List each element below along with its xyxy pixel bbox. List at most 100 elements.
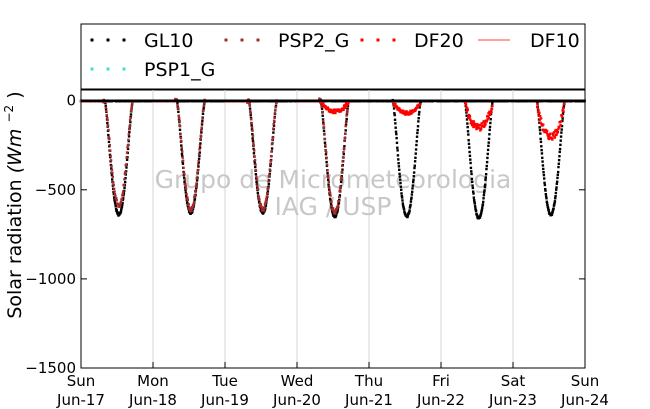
point-gl10 <box>556 173 560 177</box>
point-psp2-g <box>323 137 327 141</box>
point-psp2-g <box>251 134 255 137</box>
point-psp2-g <box>125 163 128 166</box>
point-gl10 <box>322 121 325 125</box>
point-gl10 <box>255 177 258 180</box>
point-psp2-g <box>324 149 327 153</box>
point-df20 <box>476 125 480 128</box>
point-df20 <box>332 111 335 115</box>
point-psp2-g <box>257 194 260 198</box>
point-gl10 <box>336 210 339 214</box>
point-df20 <box>484 122 487 126</box>
point-gl10 <box>411 187 414 190</box>
point-gl10 <box>123 186 126 190</box>
point-gl10 <box>113 200 117 203</box>
point-df20 <box>561 115 564 118</box>
point-gl10 <box>393 118 397 121</box>
point-df20 <box>345 104 348 107</box>
point-psp2-g <box>123 172 127 175</box>
point-gl10 <box>480 211 483 214</box>
point-gl10 <box>193 198 196 202</box>
y-axis-label-exponent: −2 <box>2 105 16 123</box>
legend-marker <box>122 38 126 42</box>
point-gl10 <box>411 190 414 193</box>
point-psp2-g <box>127 138 130 142</box>
point-gl10 <box>551 209 555 212</box>
point-psp2-g <box>265 191 269 195</box>
point-gl10 <box>395 141 399 145</box>
point-psp2-g <box>264 200 268 203</box>
point-gl10 <box>409 204 412 208</box>
point-df20 <box>464 101 467 104</box>
point-gl10 <box>478 216 482 219</box>
legend-item-gl10: GL10 <box>90 30 194 52</box>
point-gl10 <box>332 214 336 217</box>
point-gl10 <box>557 165 560 169</box>
y-tick-label: −1000 <box>25 270 76 288</box>
point-df20 <box>486 118 489 121</box>
point-gl10 <box>540 152 544 155</box>
point-gl10 <box>198 154 201 158</box>
point-df20 <box>477 126 481 130</box>
point-psp2-g <box>182 171 186 175</box>
legend-label: GL10 <box>144 30 194 52</box>
point-gl10 <box>484 178 487 181</box>
point-gl10 <box>197 161 200 164</box>
point-psp2-g <box>203 101 206 104</box>
point-gl10 <box>545 197 548 200</box>
point-psp2-g <box>263 203 267 206</box>
point-gl10 <box>180 144 183 147</box>
point-gl10 <box>199 142 202 145</box>
point-df20 <box>329 110 332 114</box>
point-gl10 <box>104 108 108 111</box>
point-gl10 <box>489 121 492 125</box>
point-psp2-g <box>328 189 331 192</box>
point-df20 <box>539 117 543 120</box>
point-gl10 <box>106 121 109 125</box>
point-psp2-g <box>196 171 199 175</box>
point-gl10 <box>557 162 560 165</box>
point-gl10 <box>546 203 549 207</box>
point-psp2-g <box>270 150 273 153</box>
point-psp2-g <box>179 136 183 140</box>
point-psp2-g <box>332 210 336 213</box>
point-psp2-g <box>250 121 253 125</box>
x-tick-label-day: Sun <box>571 372 600 390</box>
point-psp2-g <box>198 148 201 151</box>
point-gl10 <box>401 199 404 202</box>
point-psp2-g <box>200 121 204 125</box>
point-psp2-g <box>345 111 349 114</box>
point-psp2-g <box>180 146 183 150</box>
point-gl10 <box>329 203 333 206</box>
point-gl10 <box>464 108 468 112</box>
point-psp2-g <box>186 196 189 199</box>
point-gl10 <box>486 152 489 156</box>
point-psp2-g <box>268 168 271 171</box>
x-axis: SunJun-17MonJun-18TueJun-19WedJun-20ThuJ… <box>56 362 609 409</box>
point-gl10 <box>401 202 405 205</box>
point-df20 <box>489 109 493 113</box>
point-gl10 <box>255 180 258 184</box>
x-tick-label-day: Fri <box>432 372 450 390</box>
point-df20 <box>486 114 490 118</box>
point-psp2-g <box>118 205 121 208</box>
point-gl10 <box>554 191 558 195</box>
x-tick-label-date: Jun-17 <box>56 391 105 409</box>
point-psp2-g <box>107 136 111 139</box>
point-df20 <box>537 114 541 118</box>
point-gl10 <box>418 106 421 109</box>
legend-label: PSP2_G <box>278 30 349 52</box>
point-df20 <box>488 113 492 116</box>
point-psp2-g <box>334 209 337 213</box>
point-gl10 <box>544 195 548 198</box>
legend-marker <box>90 67 94 71</box>
point-psp2-g <box>343 136 347 140</box>
point-df20 <box>472 120 476 123</box>
point-psp2-g <box>328 186 331 189</box>
point-gl10 <box>416 125 420 128</box>
point-gl10 <box>406 215 409 218</box>
point-psp2-g <box>249 111 252 115</box>
point-psp2-g <box>200 126 203 129</box>
point-psp2-g <box>262 209 265 212</box>
point-psp2-g <box>322 119 325 123</box>
